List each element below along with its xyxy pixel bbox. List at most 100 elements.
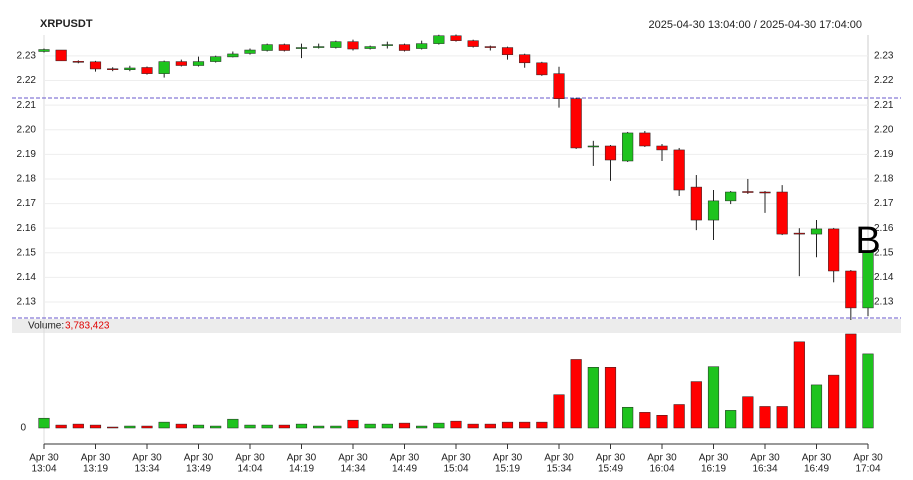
y-tick-label: 2.20 [874,124,894,135]
x-tick-label: 13:04 [31,464,56,475]
candle-body [72,61,84,63]
volume-bar [124,425,136,429]
candle-body [759,191,771,194]
y-tick-label: 2.21 [17,100,37,111]
x-tick-date: Apr 30 [390,453,420,464]
candle-body [604,145,617,161]
volume-bar [759,406,771,429]
candle-body [210,56,222,62]
y-tick-label: 2.18 [17,174,37,185]
volume-bar [158,421,170,429]
x-tick-date: Apr 30 [544,453,574,464]
candle-body [261,44,273,51]
candle-body [381,44,393,46]
candle-body [450,35,462,41]
volume-bar [793,341,805,429]
candle-body [725,191,737,202]
y-tick-label: 2.16 [874,223,894,234]
volume-bar [690,381,702,429]
volume-bar [553,394,565,429]
candle-body [742,191,754,193]
annotation: B [855,220,880,262]
y-tick-label: 2.14 [874,272,894,283]
candle-body [330,41,342,48]
candle-body [467,40,479,47]
x-tick-label: 16:04 [649,464,674,475]
y-tick-label: 2.22 [17,75,37,86]
x-tick-label: 14:19 [289,464,314,475]
x-tick-label: 16:49 [804,464,829,475]
vol-tick-label: 0 [20,423,26,434]
x-tick-label: 14:49 [392,464,417,475]
candle-body [536,62,548,76]
candle-body [484,46,496,48]
volume-bar [484,423,496,429]
candle-body [398,44,411,51]
volume-bar [570,359,582,429]
candle-body [364,46,376,49]
x-tick-date: Apr 30 [750,453,780,464]
candle-body [776,191,788,235]
volume-bar [810,384,823,429]
candle-body [416,43,428,49]
volume-strip [12,319,901,333]
candle-body [158,61,170,74]
candle-body [175,61,187,66]
candle-body [192,61,205,66]
y-tick-label: 2.22 [874,75,894,86]
candle-body [295,47,308,49]
candle-body [278,44,290,51]
volume-bar [381,423,393,429]
candle-body [622,132,634,162]
range-label: 2025-04-30 13:04:00 / 2025-04-30 17:04:0… [649,19,862,31]
volume-bar [501,421,514,429]
candle-body [862,251,874,309]
volume-bar [141,425,153,429]
y-tick-label: 2.17 [874,198,894,209]
x-tick-date: Apr 30 [132,453,162,464]
y-tick-label: 2.18 [874,174,894,185]
candle-body [639,132,651,147]
x-tick-date: Apr 30 [699,453,729,464]
y-tick-label: 2.21 [874,100,894,111]
candle-body [845,270,857,309]
candle-body [244,49,256,54]
candle-body [89,61,102,70]
candle-body [38,49,50,52]
candle-body [501,47,514,55]
volume-bar [244,424,256,429]
y-tick-label: 2.17 [17,198,37,209]
candle-body [656,145,668,151]
x-tick-date: Apr 30 [29,453,59,464]
volume-bar [673,404,685,429]
y-tick-label: 2.14 [17,272,37,283]
volume-bar [707,366,720,429]
candle-body [347,41,359,50]
candle-body [570,98,582,149]
volume-bar [313,425,325,429]
x-tick-date: Apr 30 [81,453,111,464]
volume-bar [639,412,651,429]
volume-bar [433,422,445,429]
candle-body [124,67,136,70]
volume-bar [776,406,788,429]
volume-bar [622,406,634,429]
y-tick-label: 2.15 [17,247,37,258]
volume-bar [467,423,479,429]
x-tick-date: Apr 30 [338,453,368,464]
x-tick-date: Apr 30 [853,453,883,464]
volume-bar [862,353,874,429]
candle-body [313,46,325,48]
volume-bar [845,333,857,429]
volume-bar [38,417,50,429]
x-tick-label: 17:04 [855,464,880,475]
volume-bar [725,410,737,429]
volume-bar [416,425,428,429]
x-tick-date: Apr 30 [493,453,523,464]
x-tick-label: 15:04 [443,464,468,475]
x-tick-date: Apr 30 [647,453,677,464]
x-tick-label: 14:04 [237,464,262,475]
volume-value: 3,783,423 [65,321,110,332]
y-tick-label: 2.13 [874,297,894,308]
volume-bar [450,420,462,429]
